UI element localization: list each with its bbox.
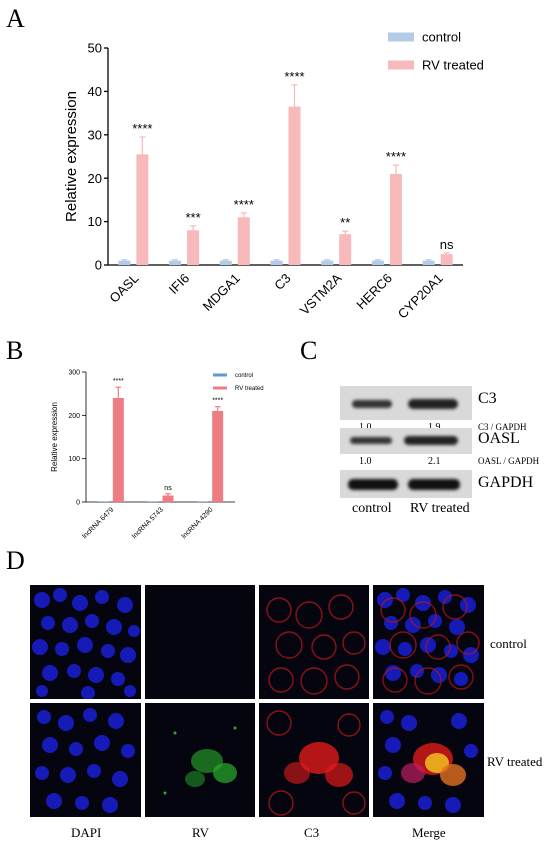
category-label: lncRNA 6479 bbox=[81, 506, 115, 540]
legend-swatch-treated bbox=[213, 386, 227, 390]
rv-stain bbox=[163, 726, 237, 795]
bar-treated bbox=[212, 411, 224, 502]
dapi-nuclei bbox=[32, 588, 140, 699]
significance-label: **** bbox=[284, 69, 304, 84]
y-tick-label: 40 bbox=[88, 84, 102, 99]
bar-treated bbox=[112, 398, 124, 502]
bar-control bbox=[270, 260, 283, 265]
blot-label-oasl: OASL bbox=[478, 430, 520, 447]
significance-label: ns bbox=[164, 485, 172, 492]
significance-label: **** bbox=[113, 378, 124, 385]
ratio-oasl-control: 1.0 bbox=[359, 456, 372, 467]
panel-b-label: B bbox=[6, 336, 24, 365]
micrograph-control-merge bbox=[373, 585, 484, 699]
row-label-control: control bbox=[490, 636, 527, 651]
ratio-c3-treated: 1.9 bbox=[428, 422, 441, 433]
y-tick-label: 50 bbox=[88, 41, 102, 56]
micrograph-control-rv bbox=[145, 585, 255, 699]
y-axis-label: Relative expression bbox=[50, 402, 59, 472]
bar-treated bbox=[187, 230, 200, 265]
y-tick-label: 20 bbox=[88, 171, 102, 186]
col-label-merge: Merge bbox=[412, 825, 446, 840]
bar-treated bbox=[162, 495, 174, 502]
bar-treated bbox=[440, 254, 453, 265]
merge-stain bbox=[375, 588, 480, 695]
bar-control bbox=[169, 260, 182, 265]
significance-label: ** bbox=[340, 215, 350, 230]
significance-label: *** bbox=[185, 210, 200, 225]
significance-label: ns bbox=[440, 237, 454, 252]
significance-label: **** bbox=[132, 121, 152, 136]
blot-band-oasl bbox=[340, 428, 472, 454]
lane-label-treated: RV treated bbox=[410, 501, 470, 516]
blot-band-c3 bbox=[340, 386, 472, 420]
micrograph-treated-c3 bbox=[259, 703, 369, 817]
y-tick-label: 100 bbox=[68, 456, 80, 463]
y-tick-label: 300 bbox=[68, 369, 80, 376]
legend-label: RV treated bbox=[422, 58, 484, 73]
legend-label: control bbox=[422, 30, 461, 45]
micrograph-control-dapi bbox=[30, 585, 141, 699]
ratio-label-c3: C3 / GAPDH bbox=[478, 422, 527, 432]
legend-label: RV treated bbox=[235, 386, 264, 392]
panel-a-label: A bbox=[6, 4, 25, 33]
category-label: lncRNA 4290 bbox=[181, 506, 215, 540]
legend-swatch-treated bbox=[388, 60, 414, 70]
merge-stain bbox=[378, 710, 478, 813]
blot-band-gapdh bbox=[340, 470, 472, 498]
bar-control bbox=[118, 260, 131, 265]
micrograph-treated-merge bbox=[373, 703, 484, 817]
bar-control bbox=[371, 260, 384, 265]
bar-treated bbox=[389, 173, 402, 265]
bar-control bbox=[219, 260, 232, 265]
bar-control bbox=[422, 260, 435, 265]
c3-stain bbox=[266, 710, 366, 816]
dapi-nuclei bbox=[35, 708, 135, 813]
y-tick-label: 10 bbox=[88, 214, 102, 229]
y-tick-label: 200 bbox=[68, 413, 80, 420]
y-tick-label: 30 bbox=[88, 127, 102, 142]
bar-control bbox=[321, 260, 334, 265]
chart-b: 0 100 200 300 Relative expression **** lncRNA … bbox=[50, 369, 264, 540]
col-label-dapi: DAPI bbox=[71, 825, 102, 840]
blot-label-c3: C3 bbox=[478, 390, 497, 407]
significance-label: **** bbox=[212, 398, 223, 405]
micrograph-control-c3 bbox=[259, 585, 369, 699]
legend-label: control bbox=[235, 373, 253, 379]
legend-swatch-control bbox=[213, 373, 227, 377]
ratio-c3-control: 1.0 bbox=[359, 422, 372, 433]
y-axis-label: Relative expression bbox=[63, 91, 80, 222]
col-label-c3: C3 bbox=[304, 825, 320, 840]
col-label-rv: RV bbox=[192, 825, 210, 840]
bar-treated bbox=[237, 217, 250, 265]
significance-label: **** bbox=[234, 197, 254, 212]
ratio-oasl-treated: 2.1 bbox=[428, 456, 441, 467]
legend-swatch-control bbox=[388, 32, 414, 42]
lane-label-control: control bbox=[352, 501, 392, 516]
micrograph-treated-dapi bbox=[30, 703, 141, 817]
y-tick-label: 0 bbox=[76, 499, 80, 506]
significance-label: **** bbox=[386, 149, 406, 164]
bar-treated bbox=[339, 234, 352, 265]
category-label: lncRNA 5743 bbox=[131, 506, 165, 540]
blot-label-gapdh: GAPDH bbox=[478, 474, 534, 491]
micrograph-treated-rv bbox=[145, 703, 255, 817]
bar-treated bbox=[288, 106, 301, 265]
panel-d-label: D bbox=[6, 546, 25, 575]
bar-treated bbox=[136, 154, 149, 265]
panel-c-label: C bbox=[300, 336, 318, 365]
y-tick-label: 0 bbox=[95, 258, 102, 273]
row-label-treated: RV treated bbox=[487, 754, 543, 769]
ratio-label-oasl: OASL / GAPDH bbox=[478, 456, 540, 466]
c3-stain bbox=[266, 594, 366, 695]
